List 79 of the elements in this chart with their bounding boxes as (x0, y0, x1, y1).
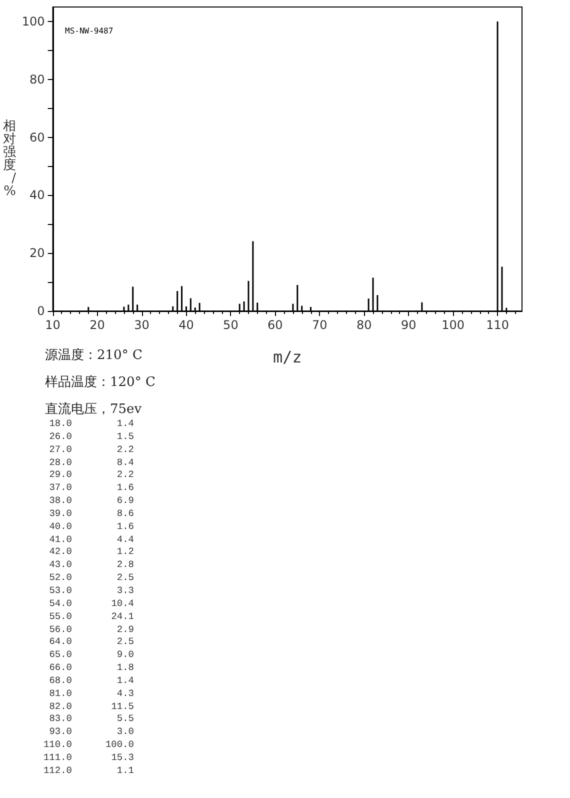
text: 65.0 (48, 649, 72, 662)
text: 38.0 (48, 495, 72, 508)
text: 42.0 (48, 546, 72, 560)
text: 8.6 (116, 508, 134, 521)
text: 41.0 (48, 534, 72, 546)
text: 2.8 (116, 559, 134, 572)
text: 37.0 (48, 482, 72, 496)
y-tick-label: 80 (30, 72, 45, 86)
text: 2.2 (116, 469, 134, 482)
text: 3.0 (116, 726, 134, 740)
text: 5.5 (116, 713, 134, 726)
text: 1.6 (116, 520, 134, 534)
y-tick-label: 60 (30, 130, 45, 144)
text: 9.0 (116, 649, 134, 662)
text: 24.1 (110, 610, 134, 624)
text: 2.2 (116, 444, 134, 457)
text: 1.8 (116, 662, 134, 675)
text: 81.0 (48, 688, 72, 701)
x-tick-label: 30 (134, 318, 150, 332)
text: 源温度：210° C (45, 347, 142, 364)
x-tick-label: 10 (45, 318, 60, 332)
text: 1.4 (116, 674, 134, 688)
x-tick-label: 60 (268, 318, 283, 332)
annotation: MS-NW-9487 (65, 26, 114, 36)
text: 64.0 (48, 636, 72, 650)
y-axis-title: 相对强度/% (3, 119, 17, 199)
text: 82.0 (48, 700, 72, 714)
text: 1.6 (116, 482, 134, 496)
text: 3.3 (116, 584, 134, 598)
text: 29.0 (48, 469, 72, 482)
text: 8.4 (116, 456, 134, 470)
x-tick-label: 40 (178, 318, 194, 332)
text: 样品温度：120° C (45, 374, 156, 391)
text: 6.9 (116, 495, 134, 508)
y-tick-label: 40 (30, 188, 45, 202)
text: 2.5 (116, 636, 134, 650)
text: 27.0 (48, 444, 72, 457)
text: 39.0 (48, 508, 72, 521)
x-tick-label: 20 (90, 318, 105, 332)
text: 100.0 (104, 739, 134, 752)
text: 112.0 (42, 764, 72, 778)
text: 1.5 (116, 430, 134, 444)
text: 68.0 (48, 674, 72, 688)
text: 11.5 (110, 700, 134, 714)
text: 2.5 (116, 572, 134, 585)
text: 66.0 (48, 662, 72, 675)
x-tick-label: 70 (312, 318, 328, 332)
x-axis-title: m/z (272, 348, 302, 366)
text: 56.0 (48, 624, 72, 636)
text: 83.0 (48, 713, 72, 726)
text: 1.4 (116, 418, 134, 431)
x-tick-label: 50 (223, 318, 238, 332)
text: 55.0 (48, 610, 72, 624)
x-tick-label: 100 (442, 318, 465, 332)
x-tick-label: 80 (356, 318, 372, 332)
text: 26.0 (48, 430, 72, 444)
text: 111.0 (42, 752, 72, 765)
text: 10.4 (110, 598, 134, 611)
text: 18.0 (48, 418, 72, 431)
y-tick-label: 100 (22, 14, 45, 28)
text: 15.3 (110, 752, 134, 765)
text: 1.2 (116, 546, 134, 560)
text: 93.0 (48, 726, 72, 740)
text: 4.4 (116, 534, 134, 546)
text: 110.0 (42, 739, 72, 752)
text: 40.0 (48, 520, 72, 534)
x-tick-label: 110 (486, 318, 509, 332)
text: 4.3 (116, 688, 134, 701)
text: 28.0 (48, 456, 72, 470)
text: 54.0 (48, 598, 72, 611)
text: 43.0 (48, 559, 72, 572)
text: 52.0 (48, 572, 72, 585)
text: 1.1 (116, 764, 134, 778)
text: 直流电压，75ev (45, 401, 142, 418)
x-tick-label: 90 (400, 318, 416, 332)
y-tick-label: 20 (30, 246, 45, 260)
y-tick-label: 0 (37, 304, 45, 318)
text: 53.0 (48, 584, 72, 598)
text: 2.9 (116, 624, 134, 636)
